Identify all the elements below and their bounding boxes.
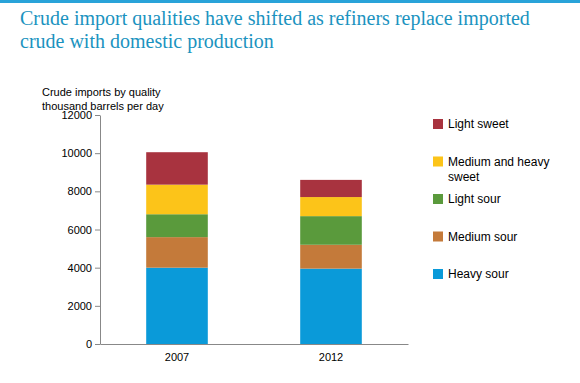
legend-label: Medium and heavysweet xyxy=(448,155,549,184)
legend-label: Light sweet xyxy=(448,117,509,131)
legend-swatch xyxy=(433,157,443,167)
y-tick-label: 12000 xyxy=(61,109,92,121)
y-axis-title: Crude imports by quality xyxy=(42,86,161,98)
y-tick: 10000 xyxy=(61,147,100,159)
bar xyxy=(146,237,208,268)
x-tick: 2012 xyxy=(319,351,343,363)
y-tick-mark xyxy=(95,115,100,116)
y-tick: 12000 xyxy=(61,109,100,121)
bar xyxy=(146,185,208,215)
bar xyxy=(146,152,208,184)
bar xyxy=(300,216,362,245)
bar xyxy=(300,180,362,197)
bars xyxy=(146,152,362,344)
y-tick-mark xyxy=(95,268,100,269)
y-tick-label: 10000 xyxy=(61,147,92,159)
x-tick: 2007 xyxy=(165,351,189,363)
chart: Crude import qualities have shifted as r… xyxy=(0,0,580,383)
y-axis-line xyxy=(100,116,101,345)
y-tick-label: 6000 xyxy=(68,224,92,236)
series xyxy=(146,152,362,197)
y-tick-label: 4000 xyxy=(68,262,92,274)
y-tick-label: 0 xyxy=(86,338,92,350)
y-tick-label: 8000 xyxy=(68,185,92,197)
y-tick: 2000 xyxy=(68,300,100,312)
bar xyxy=(300,197,362,216)
y-tick-label: 2000 xyxy=(68,300,92,312)
y-tick-mark xyxy=(95,344,100,345)
legend: Light sweet Medium and heavysweet Light so… xyxy=(433,117,549,281)
bar xyxy=(300,245,362,269)
y-tick-mark xyxy=(95,153,100,154)
y-tick: 0 xyxy=(86,338,100,350)
legend-swatch xyxy=(433,194,443,204)
y-tick-mark xyxy=(95,230,100,231)
title: Crude import qualities have shifted as r… xyxy=(20,7,530,53)
y-axis-title: thousand barrels per day xyxy=(42,100,164,112)
bar xyxy=(146,214,208,237)
y-tick: 6000 xyxy=(68,224,100,236)
x-tick-label: 2007 xyxy=(165,351,189,363)
y-axis: 0 2000 4000 6000 8000 10000 12000 xyxy=(61,109,100,350)
y-tick: 4000 xyxy=(68,262,100,274)
legend-swatch xyxy=(433,119,443,129)
legend-label: Medium sour xyxy=(448,230,517,244)
legend-label: Heavy sour xyxy=(448,267,509,281)
x-axis: 2007 2012 xyxy=(101,345,409,363)
legend-swatch xyxy=(433,269,443,279)
legend-swatch xyxy=(433,232,443,242)
y-tick: 8000 xyxy=(68,185,100,197)
x-tick-label: 2012 xyxy=(319,351,343,363)
legend-label: Light sour xyxy=(448,192,501,206)
series xyxy=(146,268,362,344)
y-tick-mark xyxy=(95,191,100,192)
bar xyxy=(146,268,208,344)
x-axis-line xyxy=(101,344,409,345)
series xyxy=(146,214,362,245)
y-tick-mark xyxy=(95,306,100,307)
bar xyxy=(300,269,362,344)
top-stripe xyxy=(0,0,580,3)
